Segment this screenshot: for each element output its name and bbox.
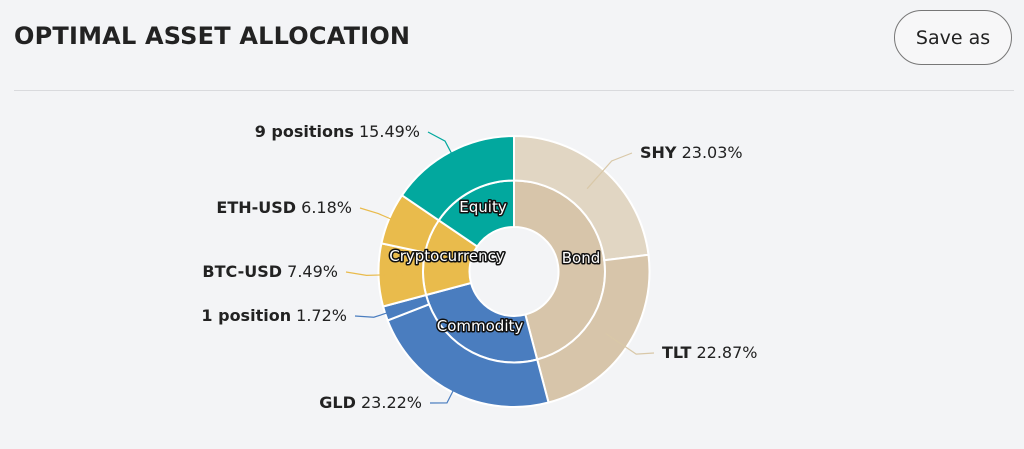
label-name: 1 position	[201, 306, 291, 325]
inner-label-bond: Bond	[562, 249, 601, 267]
outer-label-tlt: TLT 22.87%	[662, 343, 757, 362]
label-pct: 15.49%	[354, 122, 420, 141]
page-title: OPTIMAL ASSET ALLOCATION	[14, 22, 411, 50]
outer-label-btc-usd: BTC-USD 7.49%	[202, 262, 338, 281]
outer-label-1-position: 1 position 1.72%	[201, 306, 347, 325]
label-pct: 1.72%	[291, 306, 347, 325]
label-pct: 6.18%	[296, 198, 352, 217]
label-name: 9 positions	[255, 122, 354, 141]
leader-line	[429, 369, 465, 404]
outer-label-shy: SHY 23.03%	[640, 143, 743, 162]
leader-line	[359, 207, 413, 229]
outer-label-gld: GLD 23.22%	[319, 393, 422, 412]
label-name: GLD	[319, 393, 356, 412]
leader-line	[586, 152, 633, 190]
label-pct: 22.87%	[691, 343, 757, 362]
label-name: ETH-USD	[216, 198, 296, 217]
outer-slice-9-positions[interactable]	[400, 134, 515, 222]
leader-line	[345, 271, 404, 276]
divider	[14, 90, 1014, 91]
leader-line	[605, 332, 655, 355]
leader-line	[354, 305, 410, 318]
label-name: TLT	[662, 343, 691, 362]
outer-label-eth-usd: ETH-USD 6.18%	[216, 198, 352, 217]
label-pct: 23.22%	[356, 393, 422, 412]
label-name: SHY	[640, 143, 677, 162]
label-name: BTC-USD	[202, 262, 282, 281]
inner-label-cryptocurrency: Cryptocurrency	[389, 247, 505, 265]
save-as-button[interactable]: Save as	[894, 10, 1012, 65]
label-pct: 23.03%	[677, 143, 743, 162]
label-pct: 7.49%	[282, 262, 338, 281]
outer-label-9-positions: 9 positions 15.49%	[255, 122, 420, 141]
inner-label-commodity: Commodity	[437, 317, 524, 335]
inner-label-equity: Equity	[459, 198, 507, 216]
leader-line	[427, 131, 463, 175]
